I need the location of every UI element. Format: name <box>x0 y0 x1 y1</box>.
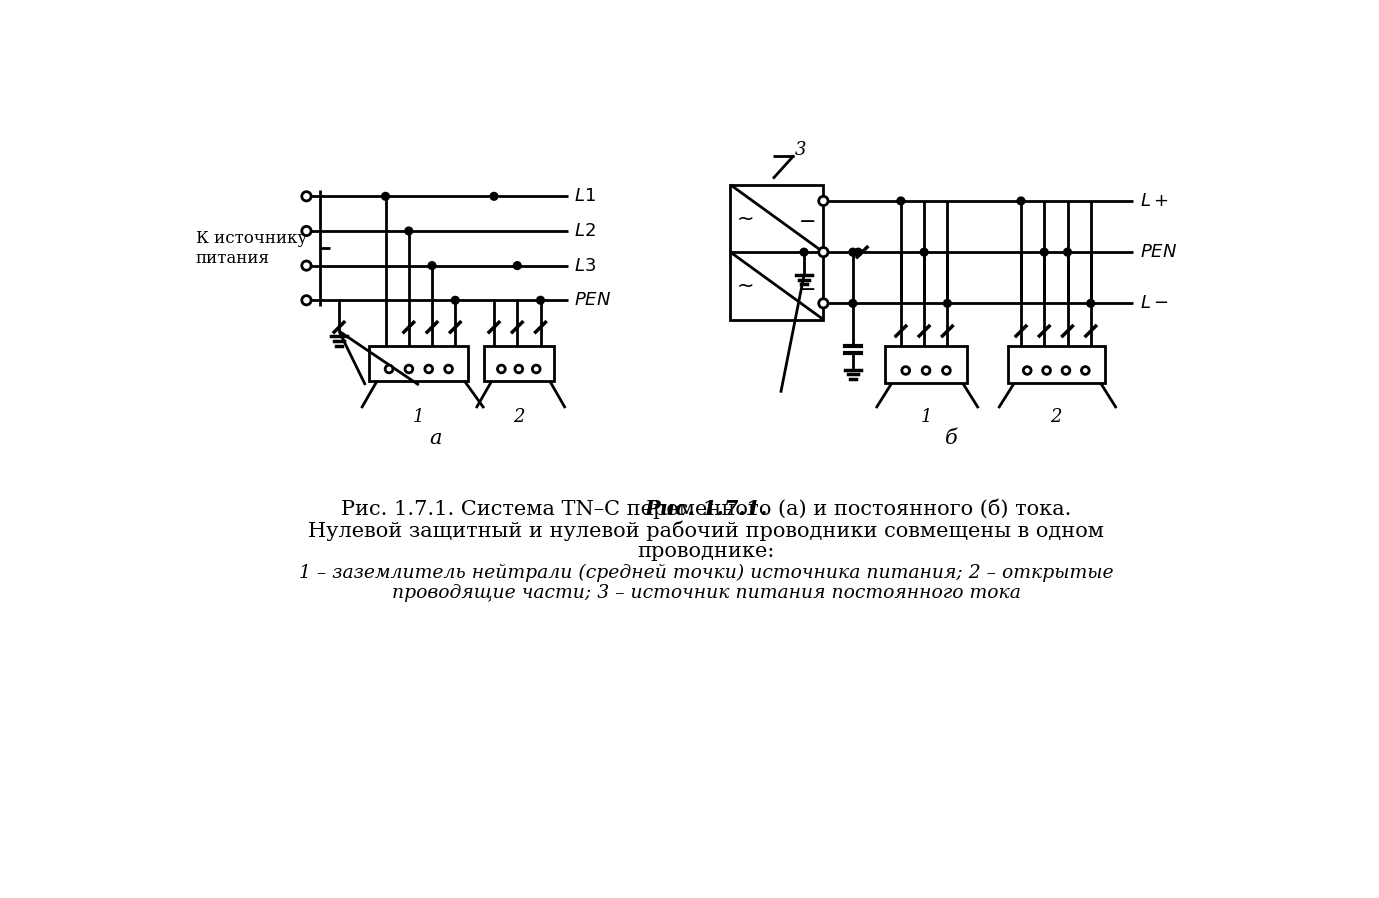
Circle shape <box>405 227 412 234</box>
Circle shape <box>1062 366 1070 374</box>
Text: Рис. 1.7.1. Система TN–C переменного (а) и постоянного (б) тока.: Рис. 1.7.1. Система TN–C переменного (а)… <box>341 499 1071 519</box>
Text: $L1$: $L1$ <box>574 188 596 206</box>
Bar <box>885 347 967 383</box>
Text: −: − <box>798 212 816 233</box>
Circle shape <box>896 197 905 205</box>
Circle shape <box>513 261 521 269</box>
Circle shape <box>405 365 412 373</box>
Text: К источнику
питания: К источнику питания <box>196 230 308 267</box>
Circle shape <box>302 261 312 270</box>
Circle shape <box>425 365 433 373</box>
Circle shape <box>942 366 950 374</box>
Text: −: − <box>798 279 816 300</box>
Circle shape <box>490 192 498 200</box>
Circle shape <box>1018 197 1025 205</box>
Text: 1: 1 <box>920 408 932 426</box>
Circle shape <box>923 366 929 374</box>
Bar <box>731 185 823 320</box>
Text: б: б <box>945 429 957 448</box>
Text: $L-$: $L-$ <box>1139 295 1168 313</box>
Text: 2: 2 <box>513 408 524 426</box>
Text: 3: 3 <box>794 141 805 159</box>
Text: 2: 2 <box>1051 408 1062 426</box>
Circle shape <box>819 299 827 308</box>
Bar <box>484 347 554 381</box>
Circle shape <box>427 261 436 269</box>
Bar <box>1008 347 1105 383</box>
Text: $PEN$: $PEN$ <box>574 291 611 309</box>
Circle shape <box>302 226 312 235</box>
Circle shape <box>514 365 523 373</box>
Circle shape <box>1023 366 1031 374</box>
Text: Нулевой защитный и нулевой рабочий проводники совмещены в одном: Нулевой защитный и нулевой рабочий прово… <box>309 521 1105 541</box>
Circle shape <box>382 192 389 200</box>
Circle shape <box>1081 366 1089 374</box>
Circle shape <box>444 365 452 373</box>
Bar <box>370 347 469 381</box>
Circle shape <box>920 248 928 256</box>
Circle shape <box>536 296 545 304</box>
Text: $PEN$: $PEN$ <box>1139 243 1176 261</box>
Circle shape <box>1040 248 1048 256</box>
Circle shape <box>302 191 312 201</box>
Circle shape <box>385 365 393 373</box>
Circle shape <box>849 248 856 256</box>
Text: 1 – заземлитель нейтрали (средней точки) источника питания; 2 – открытые: 1 – заземлитель нейтрали (средней точки)… <box>299 564 1114 582</box>
Text: ~: ~ <box>738 208 754 228</box>
Circle shape <box>943 300 952 307</box>
Circle shape <box>800 248 808 256</box>
Text: Рис. 1.7.1.: Рис. 1.7.1. <box>644 499 768 519</box>
Text: $L+$: $L+$ <box>1139 192 1168 210</box>
Circle shape <box>498 365 505 373</box>
Circle shape <box>1087 300 1095 307</box>
Circle shape <box>819 197 827 206</box>
Circle shape <box>1043 366 1051 374</box>
Circle shape <box>849 300 856 307</box>
Text: $L2$: $L2$ <box>574 222 596 240</box>
Circle shape <box>451 296 459 304</box>
Circle shape <box>532 365 541 373</box>
Circle shape <box>902 366 910 374</box>
Circle shape <box>855 248 862 256</box>
Circle shape <box>302 295 312 305</box>
Circle shape <box>819 248 827 257</box>
Text: ~: ~ <box>738 276 754 295</box>
Text: а: а <box>430 429 443 448</box>
Text: проводнике:: проводнике: <box>637 542 775 561</box>
Text: проводящие части; 3 – источник питания постоянного тока: проводящие части; 3 – источник питания п… <box>392 584 1020 602</box>
Text: $L3$: $L3$ <box>574 257 596 275</box>
Text: 1: 1 <box>414 408 425 426</box>
Circle shape <box>1063 248 1071 256</box>
